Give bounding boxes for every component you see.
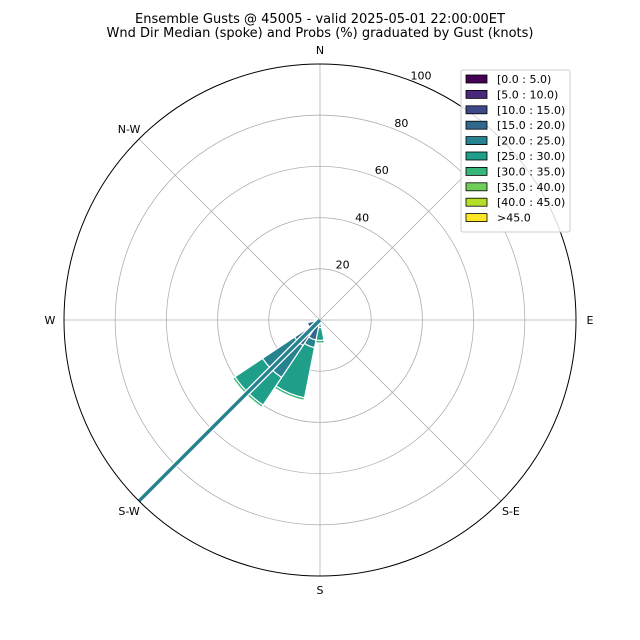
legend-label-1: [5.0 : 10.0) [497, 88, 558, 101]
compass-label-0: N [316, 44, 324, 57]
legend-swatch-9 [465, 213, 488, 223]
legend-swatch-4 [465, 136, 488, 146]
sector-0-segment-2 [314, 339, 326, 344]
legend-swatch-0 [465, 74, 488, 84]
chart-title: Ensemble Gusts @ 45005 - valid 2025-05-0… [135, 12, 505, 27]
legend-label-7: [35.0 : 40.0) [497, 181, 565, 194]
radial-tick-label-1: 40 [355, 211, 369, 224]
legend-label-2: [10.0 : 15.0) [497, 104, 565, 117]
legend-swatch-6 [465, 166, 488, 176]
axis-labels: N E S S-E S-W W N-W 20 40 60 80 100 [45, 44, 594, 597]
legend-swatch-1 [465, 90, 488, 99]
median-spoke-group [136, 317, 323, 504]
radial-tick-label-4: 100 [410, 69, 431, 82]
legend-swatch-2 [465, 105, 488, 115]
median-spoke [137, 318, 322, 503]
legend-swatch-3 [465, 120, 488, 130]
legend-box [460, 69, 571, 233]
radial-tick-label-0: 20 [336, 259, 350, 272]
legend-label-0: [0.0 : 5.0) [497, 73, 551, 86]
legend: [0.0 : 5.0) [5.0 : 10.0) [10.0 : 15.0) [15.… [460, 69, 571, 233]
legend-swatch-5 [465, 151, 488, 161]
compass-label-1: E [587, 314, 594, 327]
legend-label-8: [40.0 : 45.0) [497, 196, 565, 209]
chart-subtitle: Wnd Dir Median (spoke) and Probs (%) gra… [107, 26, 534, 41]
polar-frame [63, 63, 577, 577]
legend-swatch-8 [465, 197, 488, 207]
sector-2-segment-3 [231, 376, 264, 409]
radial-tick-label-2: 60 [375, 164, 389, 177]
legend-label-5: [25.0 : 30.0) [497, 150, 565, 163]
compass-label-5: W [45, 314, 56, 327]
compass-label-6: N-W [118, 123, 141, 136]
legend-label-6: [30.0 : 35.0) [497, 165, 565, 178]
legend-label-3: [15.0 : 20.0) [497, 119, 565, 132]
grid-spoke-315 [138, 138, 321, 321]
compass-label-4: S-W [118, 505, 140, 518]
legend-swatch-7 [465, 182, 488, 192]
legend-label-4: [20.0 : 25.0) [497, 135, 565, 148]
compass-label-3: S-E [502, 505, 520, 518]
radial-tick-label-3: 80 [394, 117, 408, 130]
compass-label-2: S [317, 584, 324, 597]
legend-label-9: >45.0 [497, 212, 531, 225]
grid-spoke-135 [319, 319, 502, 502]
